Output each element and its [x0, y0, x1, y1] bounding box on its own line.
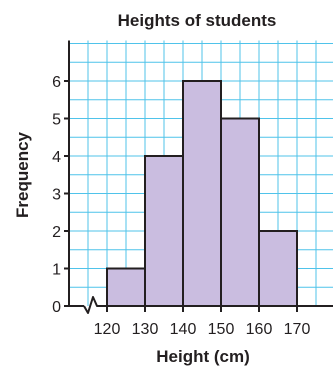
bars — [106, 80, 298, 307]
y-tick-label: 5 — [52, 112, 61, 129]
y-axis-title: Frequency — [13, 131, 32, 218]
x-tick-label: 140 — [170, 321, 197, 338]
x-tick-label: 160 — [246, 321, 273, 338]
x-tick-label: 150 — [208, 321, 235, 338]
y-tick-label: 6 — [52, 74, 61, 91]
y-tick-label: 4 — [52, 149, 61, 166]
x-tick-label: 130 — [132, 321, 159, 338]
tick-labels: 0 1 2 3 4 5 6 120 130 140 150 160 170 — [52, 74, 310, 338]
x-axis-break — [83, 296, 101, 314]
x-tick-label: 120 — [94, 321, 121, 338]
y-tick-label: 3 — [52, 187, 61, 204]
histogram-bar — [220, 117, 260, 307]
chart-title: Heights of students — [118, 11, 277, 30]
histogram-bar — [144, 155, 184, 307]
x-tick-label: 170 — [284, 321, 311, 338]
histogram-bar — [106, 267, 146, 307]
y-tick-label: 2 — [52, 224, 61, 241]
x-axis-title: Height (cm) — [156, 347, 250, 366]
y-tick-label: 1 — [52, 262, 61, 279]
histogram-bar — [182, 80, 222, 307]
y-tick-label: 0 — [52, 299, 61, 316]
axes — [64, 40, 333, 314]
histogram-bar — [258, 230, 298, 307]
